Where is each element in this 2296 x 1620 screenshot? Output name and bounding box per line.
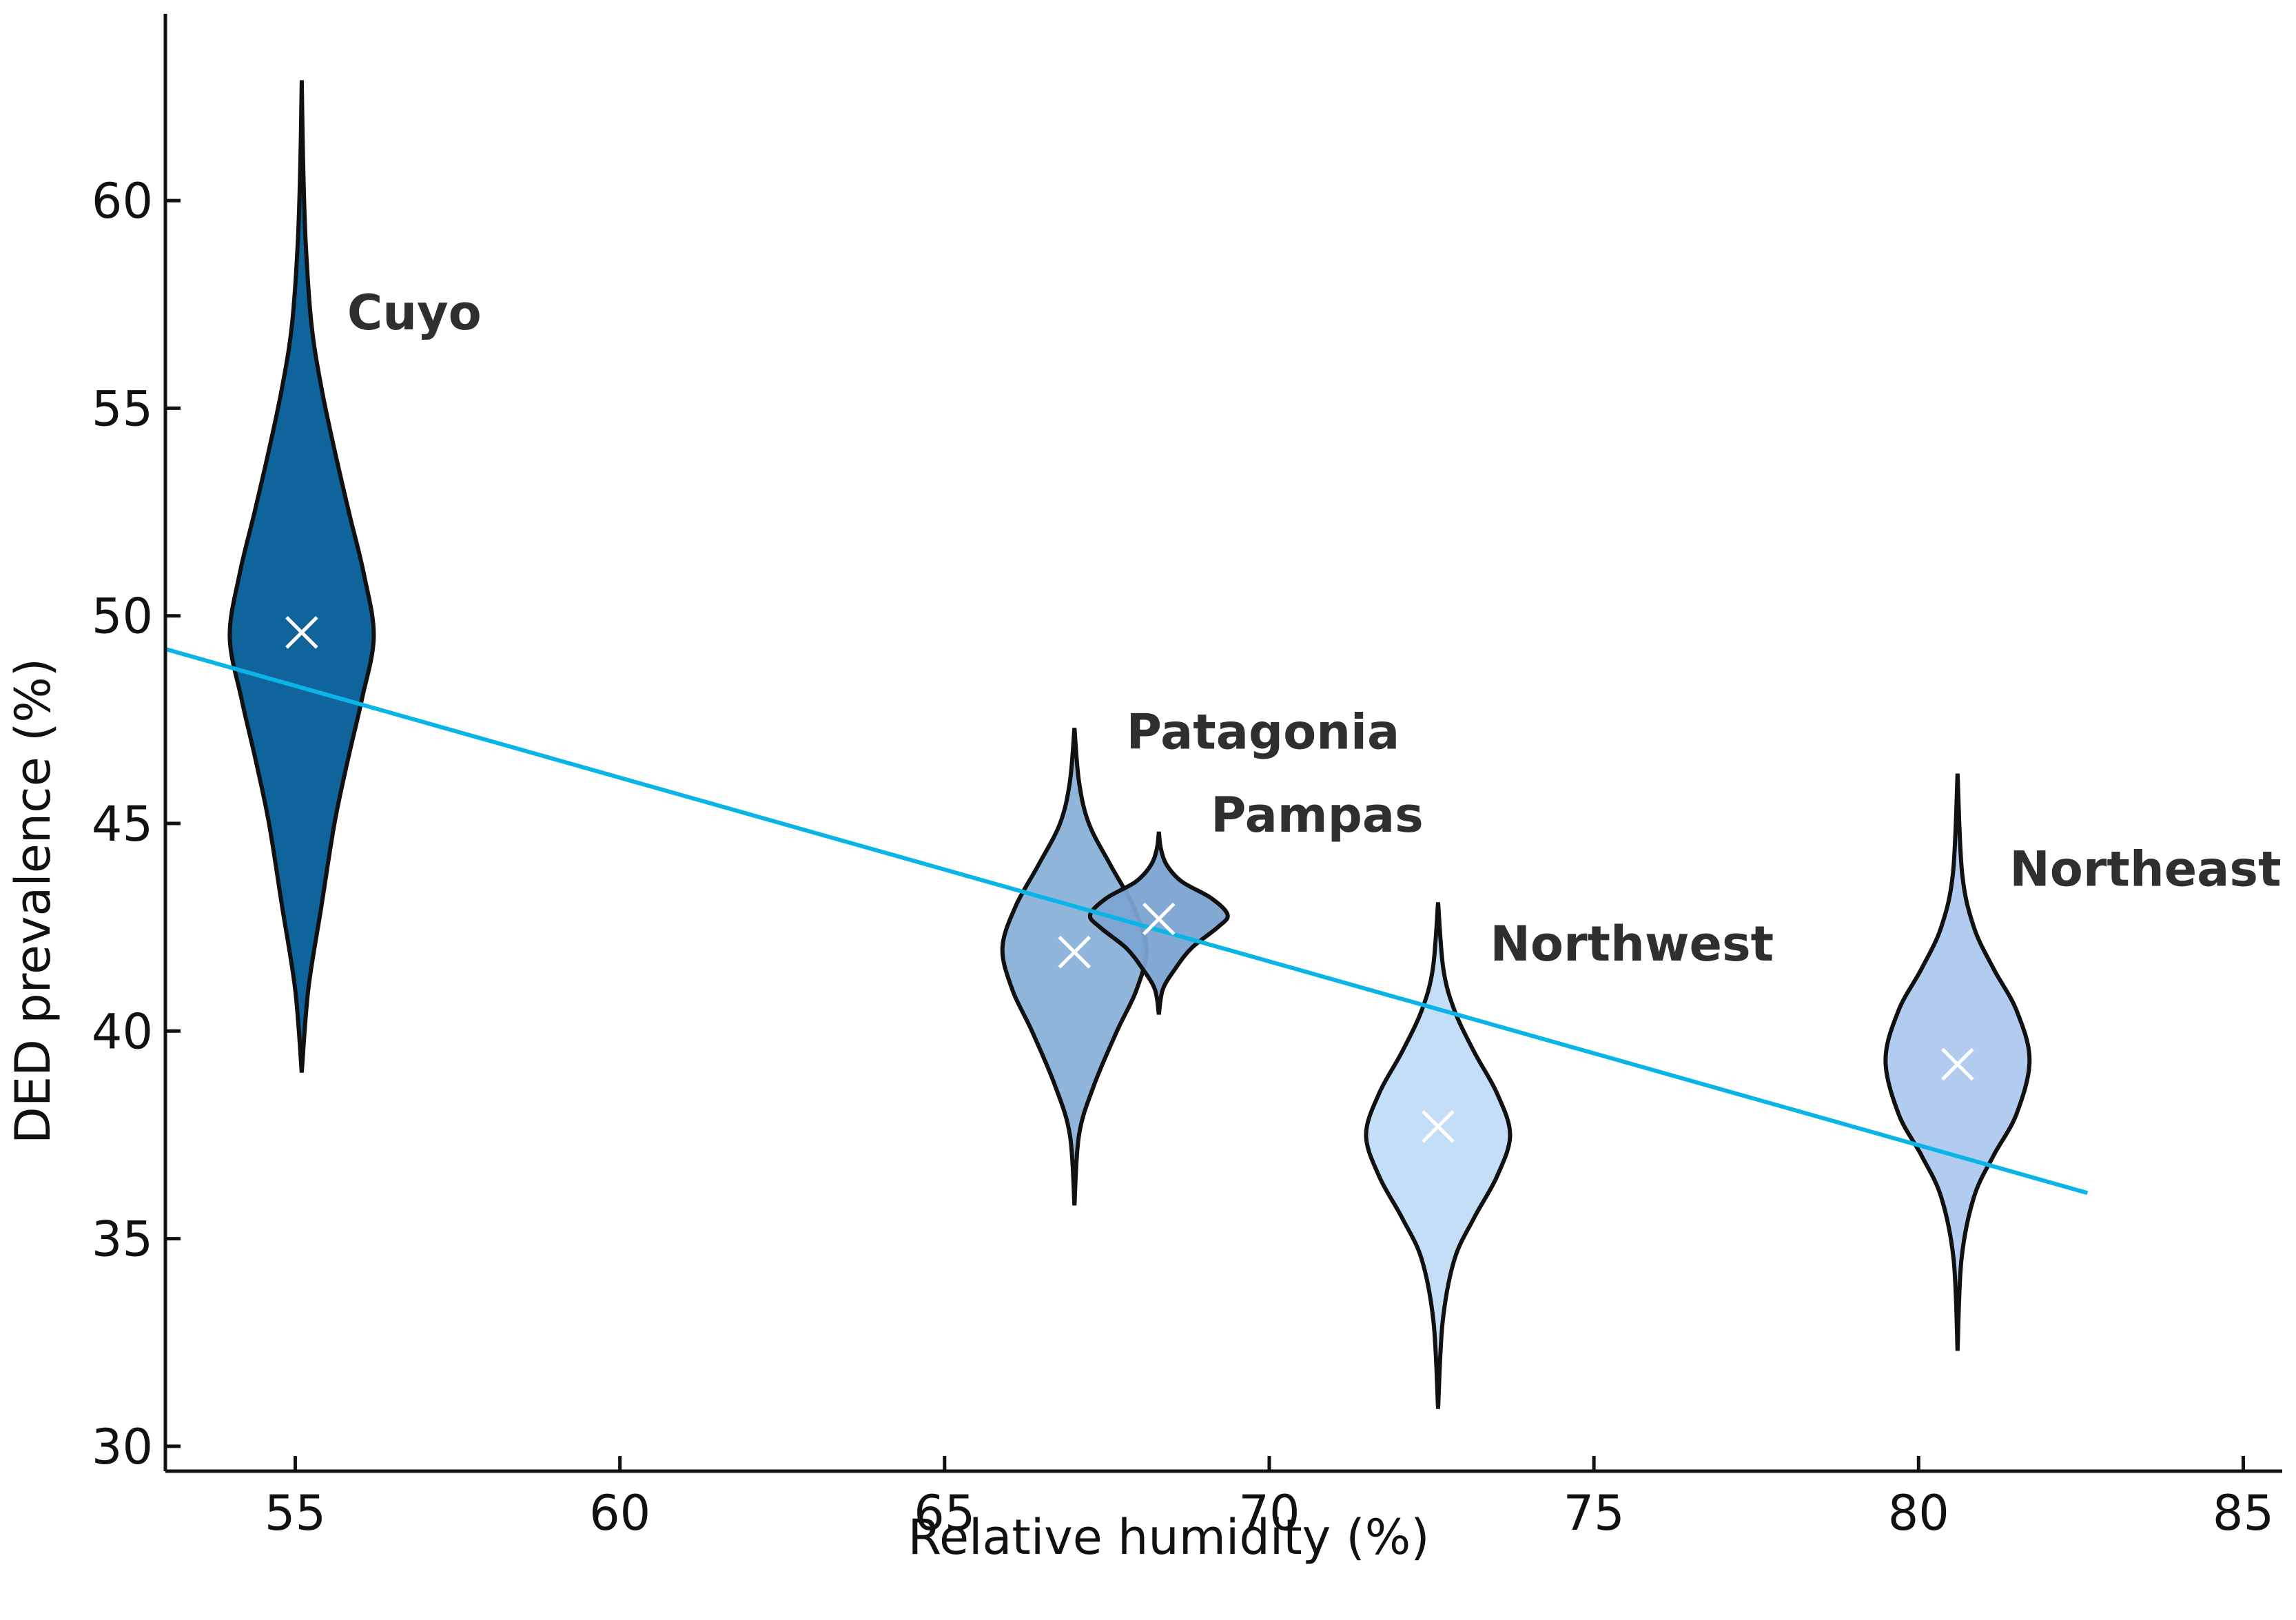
y-tick-label: 45 bbox=[92, 796, 153, 852]
violin-patagonia bbox=[1000, 728, 1149, 1206]
mean-marker-northeast bbox=[1941, 1047, 1974, 1081]
y-tick-label: 35 bbox=[92, 1211, 153, 1268]
y-axis-title: DED prevalence (%) bbox=[5, 658, 61, 1144]
y-tick-label: 55 bbox=[92, 380, 153, 437]
y-tick-label: 40 bbox=[92, 1003, 153, 1060]
x-axis-title: Relative humidity (%) bbox=[908, 1509, 1429, 1566]
x-tick-label: 70 bbox=[1238, 1485, 1300, 1541]
region-labels-layer: Cuyo Patagonia Pampas Northwest Northeast bbox=[347, 285, 2282, 972]
x-tick-label: 60 bbox=[589, 1485, 650, 1541]
x-tick-label: 85 bbox=[2213, 1485, 2274, 1541]
x-tick-label: 65 bbox=[914, 1485, 975, 1541]
violin-northwest bbox=[1364, 902, 1513, 1409]
region-label-patagonia: Patagonia bbox=[1127, 704, 1400, 761]
region-label-pampas: Pampas bbox=[1211, 787, 1424, 843]
mean-marker-pampas bbox=[1142, 902, 1176, 936]
x-tick-label: 80 bbox=[1888, 1485, 1949, 1541]
y-tick-label: 60 bbox=[92, 173, 153, 229]
y-ticks: 30 35 40 45 50 55 60 bbox=[92, 173, 181, 1475]
region-label-cuyo: Cuyo bbox=[347, 285, 482, 341]
violin-cuyo bbox=[227, 80, 376, 1073]
mean-marker-patagonia bbox=[1058, 936, 1091, 969]
region-label-northeast: Northeast bbox=[2009, 841, 2281, 897]
y-tick-label: 30 bbox=[92, 1419, 153, 1475]
y-tick-label: 50 bbox=[92, 588, 153, 645]
x-tick-label: 55 bbox=[265, 1485, 326, 1541]
trend-line bbox=[165, 647, 2089, 1196]
x-tick-label: 75 bbox=[1564, 1485, 1625, 1541]
region-label-northwest: Northwest bbox=[1490, 916, 1774, 972]
mean-markers-layer bbox=[285, 616, 1974, 1143]
mean-marker-cuyo bbox=[285, 616, 318, 649]
mean-marker-northwest bbox=[1422, 1110, 1455, 1143]
x-ticks: 55 60 65 70 75 80 85 bbox=[265, 1456, 2274, 1541]
